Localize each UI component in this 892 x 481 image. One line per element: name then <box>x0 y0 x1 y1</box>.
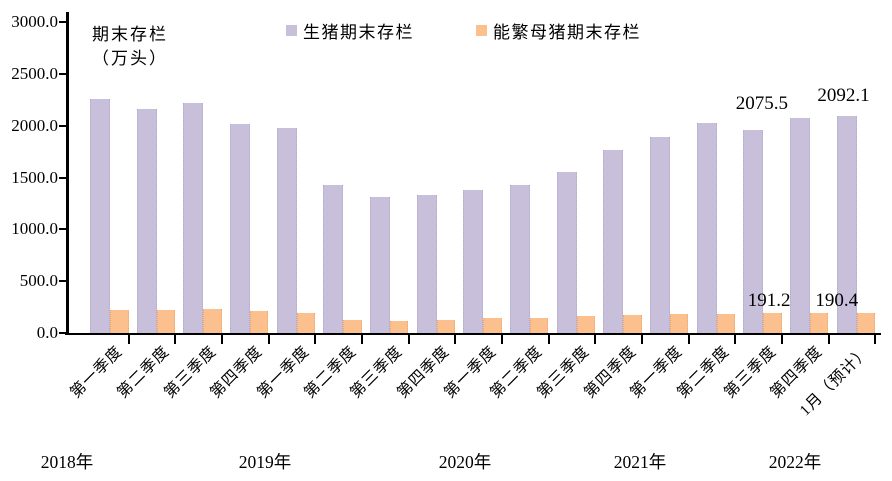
x-axis-tick <box>267 335 270 344</box>
hog-bar <box>743 130 764 333</box>
y-axis-tick <box>59 124 67 127</box>
legend-item-sows: 能繁母猪期末存栏 <box>476 21 641 42</box>
sow-bar <box>389 320 409 333</box>
sow-bar <box>203 308 222 333</box>
year-label: 2018年 <box>40 452 94 472</box>
y-axis-tick-label: 3000.0 <box>11 12 58 31</box>
data-label: 191.2 <box>747 290 791 312</box>
legend-label-sows: 能繁母猪期末存栏 <box>493 22 641 42</box>
year-label: 2021年 <box>613 452 667 472</box>
hog-bar <box>556 171 577 333</box>
y-axis-tick-label: 2000.0 <box>11 115 58 135</box>
x-axis-tick <box>220 335 223 344</box>
sow-bar <box>249 311 269 333</box>
year-label: 2022年 <box>768 452 822 472</box>
hog-bar <box>136 108 157 333</box>
y-axis-tick-label: 1500.0 <box>11 167 58 187</box>
hog-bar <box>509 184 530 333</box>
sow-bar <box>436 320 456 333</box>
sow-bar <box>763 313 782 333</box>
axis-title-line2: （万头） <box>92 49 168 68</box>
legend-label-hogs: 生猪期末存栏 <box>303 22 414 42</box>
y-axis-tick <box>59 72 67 75</box>
x-axis-tick <box>314 335 317 344</box>
hog-bar <box>229 123 250 333</box>
sow-bar <box>156 310 176 333</box>
x-axis <box>65 332 881 335</box>
data-label: 2075.5 <box>735 92 789 114</box>
x-axis-tick <box>407 335 410 344</box>
x-axis-tick <box>127 335 130 344</box>
y-axis <box>66 12 69 335</box>
legend-item-hogs: 生猪期末存栏 <box>286 21 414 42</box>
axis-title-line1: 期末存栏 <box>92 25 168 44</box>
data-label: 190.4 <box>815 290 859 312</box>
data-label: 2092.1 <box>817 85 870 107</box>
sow-bar <box>576 316 596 333</box>
sow-bar <box>809 313 829 333</box>
sow-bar <box>343 320 362 333</box>
x-axis-tick <box>454 335 457 344</box>
x-axis-tick <box>640 335 643 344</box>
sow-bar <box>296 312 316 333</box>
sow-bar <box>110 310 129 333</box>
sow-bar <box>529 318 549 333</box>
y-axis-tick <box>59 332 67 334</box>
year-label: 2020年 <box>438 452 492 472</box>
x-axis-tick <box>780 335 783 344</box>
x-axis-tick <box>360 335 363 344</box>
hog-bar <box>276 128 297 333</box>
hog-bar <box>416 194 437 333</box>
hog-bar <box>836 116 857 333</box>
y-axis-tick-label: 0.0 <box>36 323 58 342</box>
x-axis-tick <box>500 335 503 344</box>
y-axis-tick-label: 500.0 <box>19 271 58 291</box>
y-axis-tick <box>59 21 67 23</box>
y-axis-tick <box>59 280 67 283</box>
y-axis-tick <box>59 228 67 231</box>
y-axis-tick <box>59 176 67 179</box>
sow-bar <box>716 313 736 333</box>
hog-bar <box>369 197 390 333</box>
x-axis-tick <box>827 335 830 344</box>
hog-bar <box>696 122 717 333</box>
hog-bar <box>789 117 810 333</box>
x-axis-tick <box>594 335 597 344</box>
hog-bar <box>463 190 484 333</box>
y-axis-tick-label: 2500.0 <box>11 63 58 83</box>
sow-bar <box>483 318 502 333</box>
x-axis-tick <box>547 335 550 344</box>
x-axis-tick <box>734 335 737 344</box>
legend-swatch-hogs-icon <box>286 24 297 36</box>
hog-bar <box>603 150 624 333</box>
y-axis-tick-label: 1000.0 <box>11 219 58 239</box>
hog-bar <box>90 98 110 333</box>
x-axis-tick <box>687 335 690 344</box>
hog-bar <box>323 184 344 333</box>
x-axis-tick <box>874 335 877 344</box>
sow-bar <box>856 313 876 333</box>
year-label: 2019年 <box>238 452 292 472</box>
sow-bar <box>623 314 642 333</box>
x-axis-tick <box>174 335 177 344</box>
sow-bar <box>669 314 689 333</box>
hog-bar <box>183 103 204 333</box>
hog-bar <box>649 137 670 333</box>
legend-swatch-sows-icon <box>476 24 487 36</box>
axis-title: 期末存栏 （万头） <box>92 23 168 71</box>
